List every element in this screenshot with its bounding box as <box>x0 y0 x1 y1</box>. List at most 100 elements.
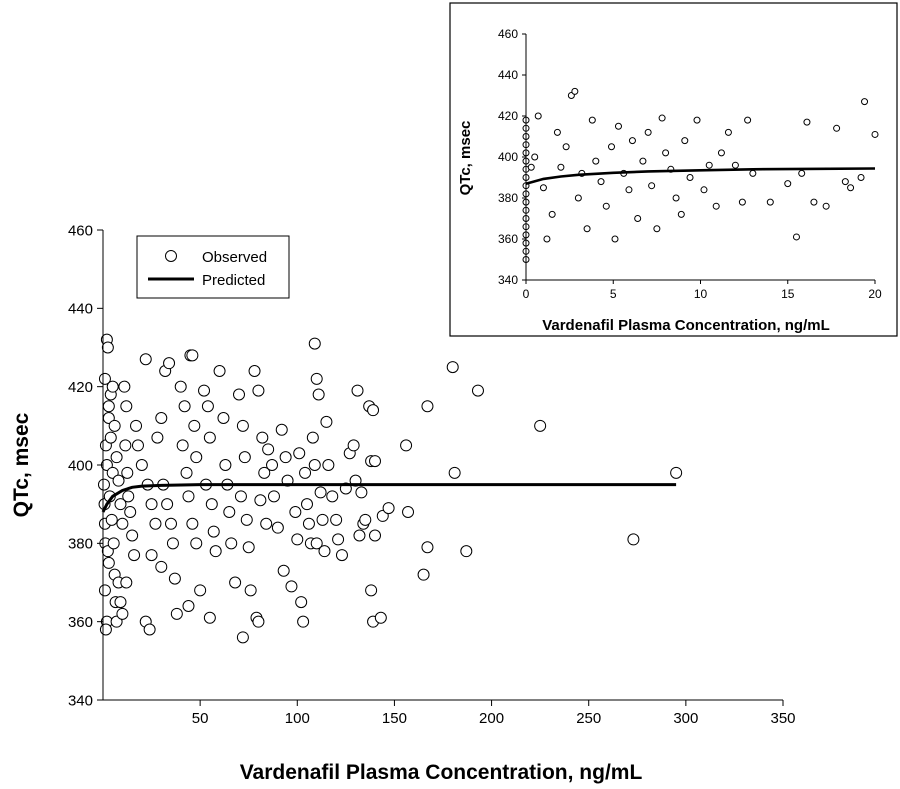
inset-observed-point <box>625 186 633 194</box>
main-observed-point <box>314 486 327 499</box>
main-y-tick-label: 460 <box>68 222 93 239</box>
main-observed-point <box>174 380 187 393</box>
main-observed-point <box>107 537 120 550</box>
main-observed-point <box>108 419 121 432</box>
main-observed-point <box>295 596 308 609</box>
inset-y-tick-label: 340 <box>498 273 518 287</box>
main-observed-point <box>374 611 387 624</box>
main-observed-point <box>101 341 114 354</box>
inset-observed-point <box>871 130 879 138</box>
main-observed-point <box>209 545 222 558</box>
main-observed-point <box>302 517 315 530</box>
main-observed-points <box>97 333 683 644</box>
main-observed-point <box>267 490 280 503</box>
inset-observed-point <box>653 225 661 233</box>
inset-observed-point <box>628 137 636 145</box>
main-observed-point <box>271 521 284 534</box>
main-observed-point <box>217 412 230 424</box>
main-observed-point <box>99 623 112 636</box>
main-observed-point <box>365 584 378 597</box>
main-observed-point <box>471 384 484 397</box>
inset-observed-point <box>724 128 732 136</box>
inset-x-tick-label: 20 <box>868 287 882 301</box>
main-observed-point <box>223 506 236 518</box>
main-observed-point <box>106 380 119 393</box>
inset-observed-point <box>583 225 591 233</box>
inset-observed-point <box>592 157 600 165</box>
inset-observed-point <box>861 98 869 106</box>
main-observed-point <box>112 474 125 487</box>
main-observed-point <box>330 513 343 526</box>
main-observed-point <box>236 419 249 432</box>
inset-x-tick-label: 15 <box>781 287 795 301</box>
main-observed-point <box>382 502 395 515</box>
main-observed-point <box>293 447 306 460</box>
main-observed-point <box>186 517 199 530</box>
inset-observed-point <box>822 202 830 210</box>
main-observed-point <box>252 615 265 628</box>
main-observed-point <box>256 431 269 444</box>
main-y-tick-label: 400 <box>68 457 93 474</box>
main-observed-point <box>149 517 162 530</box>
main-observed-point <box>277 564 290 577</box>
main-observed-point <box>166 537 179 550</box>
main-observed-point <box>242 541 255 554</box>
main-observed-point <box>275 423 288 436</box>
inset-observed-point <box>608 143 616 151</box>
main-observed-point <box>120 400 133 413</box>
main-observed-point <box>299 466 312 479</box>
inset-predicted-line <box>525 167 876 185</box>
main-observed-point <box>534 419 547 432</box>
inset-observed-point <box>700 186 708 194</box>
main-observed-point <box>201 400 214 413</box>
inset-observed-point <box>705 161 713 169</box>
inset-observed-point <box>677 210 685 218</box>
main-observed-point <box>234 490 247 503</box>
inset-x-tick-label: 0 <box>523 287 530 301</box>
main-observed-point <box>161 498 174 511</box>
main-x-tick-label: 200 <box>479 710 504 727</box>
inset-observed-point <box>738 198 746 206</box>
inset-observed-point <box>693 116 701 124</box>
main-x-tick-label: 50 <box>192 710 209 727</box>
inset-y-tick-label: 360 <box>498 232 518 246</box>
main-observed-point <box>670 466 683 479</box>
inset-x-tick-label: 10 <box>694 287 708 301</box>
main-observed-point <box>170 607 183 620</box>
legend-observed-label: Observed <box>202 249 267 266</box>
main-observed-point <box>114 498 127 511</box>
main-observed-point <box>207 525 220 538</box>
main-observed-point <box>122 490 135 503</box>
legend-predicted-label: Predicted <box>202 272 265 289</box>
main-observed-point <box>291 533 304 546</box>
main-observed-point <box>203 611 216 624</box>
main-x-tick-label: 250 <box>576 710 601 727</box>
main-observed-point <box>421 400 434 413</box>
main-observed-point <box>186 349 199 362</box>
main-observed-point <box>402 506 415 518</box>
inset-y-tick-label: 460 <box>498 27 518 41</box>
main-observed-point <box>322 459 335 471</box>
main-observed-point <box>97 478 110 491</box>
main-observed-point <box>98 372 111 385</box>
main-observed-point <box>289 506 302 518</box>
inset-y-tick-label: 420 <box>498 109 518 123</box>
inset-observed-point <box>810 198 818 206</box>
main-observed-point <box>312 388 325 401</box>
inset-observed-point <box>803 118 811 126</box>
inset-observed-point <box>574 194 582 202</box>
main-observed-point <box>225 537 238 550</box>
main-observed-point <box>310 537 323 550</box>
main-observed-point <box>194 584 207 597</box>
main-observed-point <box>238 451 251 464</box>
inset-observed-point <box>548 210 556 218</box>
main-observed-point <box>421 541 434 554</box>
main-observed-point <box>128 549 141 562</box>
inset-observed-point <box>731 161 739 169</box>
inset-observed-point <box>562 143 570 151</box>
main-observed-point <box>320 415 333 428</box>
main-observed-point <box>145 498 158 511</box>
main-observed-point <box>260 517 273 530</box>
inset-axes: 340 360 380 400 420 440 460 0 5 10 15 20 <box>498 27 882 301</box>
